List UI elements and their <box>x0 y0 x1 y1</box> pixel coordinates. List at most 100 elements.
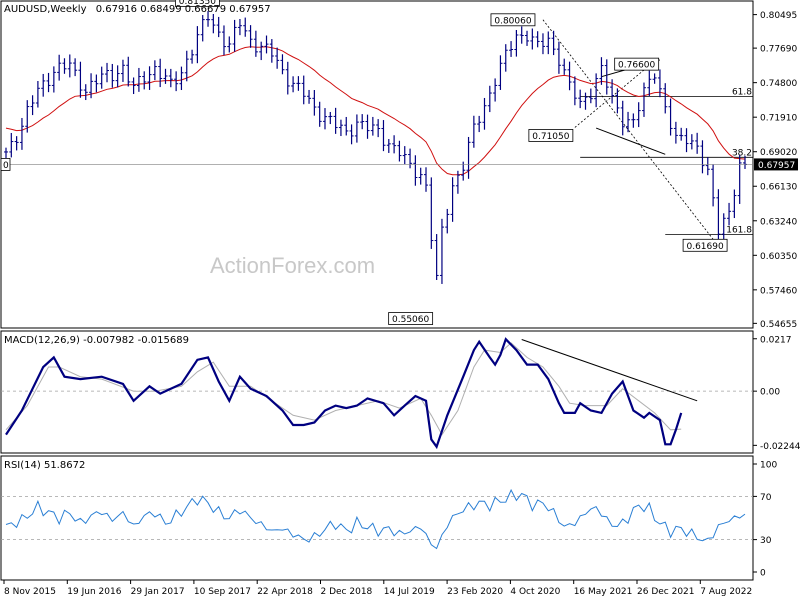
ohlc-bar <box>67 54 72 78</box>
ohlc-bar <box>51 66 56 93</box>
swing-label: 0.76600 <box>614 57 660 71</box>
ohlc-bar <box>408 148 413 169</box>
ohlc-bar <box>200 15 205 42</box>
ohlc-bar <box>322 108 327 130</box>
ohlc-bar <box>317 101 322 127</box>
swing-label-text: 0.55060 <box>392 315 429 325</box>
ohlc-bar <box>498 55 503 90</box>
left-edge-box <box>0 158 11 171</box>
ohlc-bar <box>73 58 78 77</box>
ohlc-bar <box>195 26 200 64</box>
swing-label: 0.80060 <box>490 13 536 27</box>
ohlc-bar <box>179 66 184 91</box>
ohlc-bar <box>253 30 258 57</box>
ohlc-bar <box>700 140 705 174</box>
macd-y-axis: 0.0217 0.00 -0.022445 <box>1 335 800 452</box>
ohlc-bar <box>588 88 593 104</box>
ohlc-bar <box>636 102 641 128</box>
rsi-levels <box>1 495 753 540</box>
ohlc-bar <box>673 121 678 144</box>
fib-projection-line <box>574 60 655 128</box>
price-tick-label: 0.71910 <box>760 114 797 124</box>
ohlc-bar <box>110 63 115 88</box>
ohlc-bar <box>530 28 535 50</box>
ohlc-bar <box>190 49 195 64</box>
ohlc-bar <box>535 31 540 48</box>
ohlc-bar <box>142 71 147 90</box>
ohlc-bar <box>455 170 460 194</box>
chart-header: AUDUSD,Weekly 0.67916 0.68499 0.66679 0.… <box>4 4 271 15</box>
ohlc-bar <box>152 60 157 81</box>
ohlc-bar <box>684 128 689 153</box>
ohlc-bar <box>62 58 67 74</box>
ohlc-bar <box>647 70 652 97</box>
ohlc-bar <box>328 111 333 125</box>
swing-label-box <box>528 129 574 142</box>
ohlc-bar <box>131 77 136 95</box>
swing-label-box <box>174 0 220 7</box>
ohlc-bar <box>365 114 370 139</box>
swing-label: 0.81350 <box>174 0 220 7</box>
swing-label: 0.61690 <box>682 238 728 252</box>
ohlc-bar <box>349 124 354 145</box>
left-edge-tag: 0 <box>0 158 11 171</box>
ohlc-bar <box>711 164 716 207</box>
time-tick-label: 29 Jan 2017 <box>131 587 185 597</box>
swing-label-box <box>490 13 536 27</box>
ohlc-bar <box>721 213 726 243</box>
time-tick-label: 10 Sep 2017 <box>194 587 251 597</box>
time-tick-label: 2 Dec 2018 <box>321 587 373 597</box>
ohlc-bar <box>641 82 646 117</box>
swing-label-text: 0.61690 <box>686 242 723 252</box>
ohlc-bar <box>482 97 487 130</box>
ohlc-bar <box>14 136 19 151</box>
ohlc-bar <box>147 66 152 90</box>
fib-levels: 61.8 38.2 161.8 <box>580 87 753 236</box>
ohlc-bar <box>243 17 248 37</box>
macd-line <box>5 337 683 450</box>
ohlc-bar <box>291 76 296 93</box>
ohlc-bar <box>307 89 312 104</box>
ohlc-bar <box>19 117 24 150</box>
macd-tick-label: -0.022445 <box>760 442 800 452</box>
ohlc-bar <box>583 92 588 110</box>
swing-label-text: 0.81350 <box>179 0 216 7</box>
ohlc-bar <box>471 115 476 148</box>
time-tick-label: 7 Aug 2022 <box>700 587 752 597</box>
ohlc-bar <box>259 41 264 61</box>
watermark: ActionForex.com <box>210 253 375 278</box>
time-tick-label: 23 Feb 2020 <box>447 587 503 597</box>
ohlc-bar <box>450 177 455 222</box>
channel-lower-line <box>595 127 666 155</box>
ohlc-bar <box>493 78 498 102</box>
ohlc-bar <box>413 155 418 186</box>
ohlc-bar <box>599 57 604 85</box>
left-edge-label: 0 <box>3 161 9 171</box>
price-tick-label: 0.54655 <box>760 320 797 330</box>
ohlc-bar <box>439 218 444 284</box>
ohlc-bar <box>136 67 141 92</box>
price-y-axis: 0.80495 0.77690 0.74800 0.71910 0.69020 0.661… <box>753 11 797 330</box>
ohlc-bar <box>397 140 402 162</box>
fib-label: 161.8 <box>726 226 752 236</box>
ohlc-bar <box>46 72 51 93</box>
ohlc-bar <box>211 13 216 34</box>
ohlc-bar <box>689 134 694 150</box>
ohlc-bar <box>705 157 710 176</box>
ohlc-bar <box>264 35 269 54</box>
swing-label: 0.71050 <box>528 129 574 142</box>
swing-label: 0.55060 <box>388 312 434 325</box>
ohlc-bar <box>338 119 343 137</box>
ohlc-bar <box>301 75 306 105</box>
ohlc-bar <box>477 115 482 133</box>
ohlc-bar <box>35 80 40 108</box>
ohlc-bar <box>567 61 572 91</box>
ohlc-bar <box>626 111 631 133</box>
price-tick-label: 0.77690 <box>760 45 797 55</box>
price-tick-label: 0.66130 <box>760 183 797 193</box>
ohlc-bar <box>25 100 30 133</box>
time-tick-label: 14 Jul 2019 <box>384 587 435 597</box>
ohlc-bar <box>716 189 721 240</box>
ohlc-bar <box>509 41 514 57</box>
